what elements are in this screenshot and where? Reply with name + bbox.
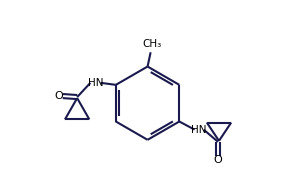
Text: CH₃: CH₃ bbox=[142, 39, 161, 49]
Text: O: O bbox=[55, 91, 63, 101]
Text: O: O bbox=[214, 155, 222, 165]
Text: HN: HN bbox=[191, 125, 206, 135]
Text: HN: HN bbox=[88, 78, 103, 88]
